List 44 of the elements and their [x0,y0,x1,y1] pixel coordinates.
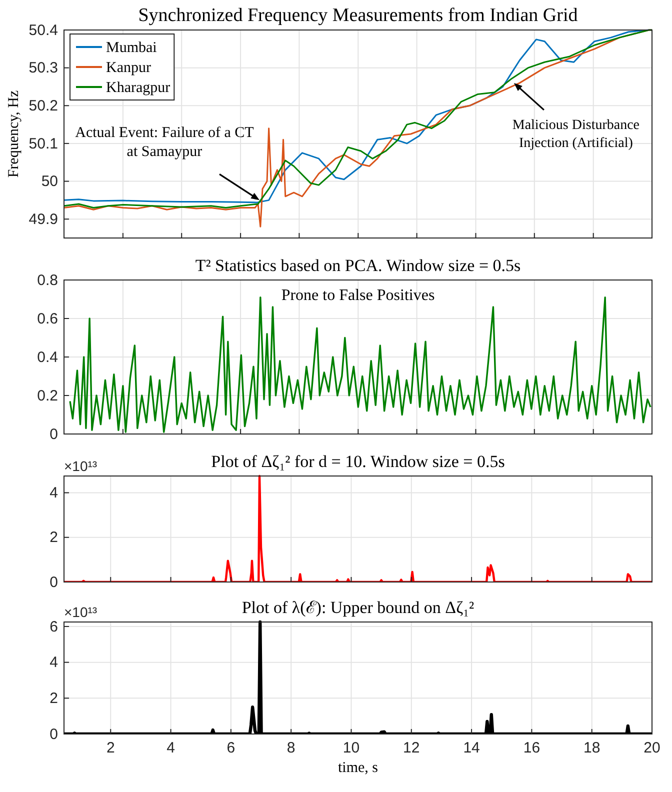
chart-title: Plot of λ(ℰ): Upper bound on Δζ₁² [242,598,474,617]
y-tick-label: 0.4 [37,348,58,366]
chart-title: T² Statistics based on PCA. Window size = 0.5s [195,256,521,275]
legend-label: Kanpur [106,60,151,76]
y-tick-label: 49.9 [28,210,58,228]
y-tick-label: 50.3 [28,60,58,77]
y-tick-label: 0.8 [37,272,58,289]
y-tick-label: 0 [50,726,58,743]
x-tick-label: 14 [463,740,480,757]
y-tick-label: 0 [50,574,58,591]
x-tick-label: 12 [403,740,420,757]
x-tick-label: 10 [342,740,360,757]
x-tick-label: 20 [644,740,660,757]
annotation: Malicious Disturbance Injection (Artificial) [512,118,640,151]
y-tick-label: 2 [50,529,58,546]
y-tick-label: 4 [50,484,58,502]
legend-label: Mumbai [106,40,157,56]
x-tick-label: 2 [106,740,115,757]
x-axis-title: time, s [338,760,378,776]
legend-label: Kharagpur [106,80,170,96]
chart-title: Synchronized Frequency Measurements from Indian Grid [138,5,578,26]
text: ×10¹³ [64,604,98,620]
x-tick-label: 6 [226,740,236,757]
annotation: Prone to False Positives [281,287,435,304]
y-tick-label: 6 [50,618,58,636]
y-tick-label: 0.6 [37,310,58,328]
y-tick-label: 50.1 [28,135,58,152]
x-tick-label: 4 [166,740,175,757]
line-series [64,620,652,734]
y-tick-label: 50.4 [28,22,58,39]
x-tick-label: 8 [286,740,296,757]
y-tick-label: 0 [50,426,58,443]
x-tick-label: 18 [584,740,600,757]
y-tick-label: 4 [50,654,58,672]
y-axis-title: Frequency, Hz [6,90,22,178]
chart-title: Plot of Δζ₁² for d = 10. Window size = 0.5s [211,452,505,471]
y-tick-label: 50 [41,173,58,190]
text: ×10¹³ [64,458,98,474]
y-tick-label: 2 [50,690,58,707]
annotation: Actual Event: Failure of a CT at Samaypur [75,125,254,160]
line-series [64,474,652,582]
x-tick-label: 16 [523,740,540,757]
y-tick-label: 50.2 [28,97,58,114]
y-tick-label: 0.2 [37,387,58,404]
